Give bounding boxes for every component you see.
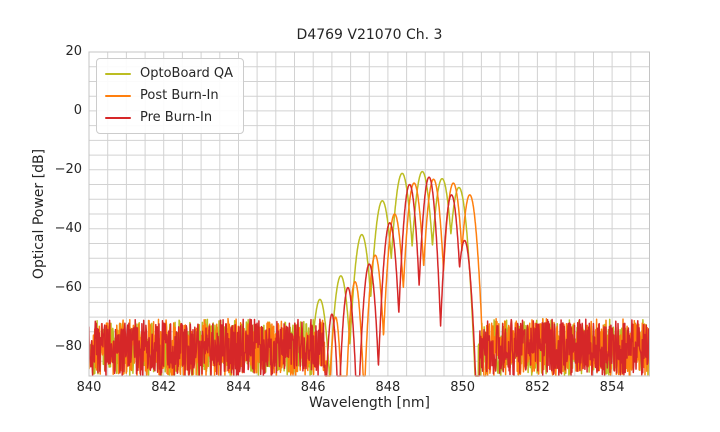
x-tick-label-840: 840 [76,380,102,395]
x-tick-label-854: 854 [599,380,625,395]
legend-label: OptoBoard QA [140,66,233,81]
x-tick-label-844: 844 [226,380,251,395]
y-tick-label--40: −40 [54,220,82,236]
x-tick-label-842: 842 [151,380,177,395]
legend-item: Post Burn-In [105,86,233,105]
legend-line-sample-icon [105,116,131,119]
legend-label: Pre Burn-In [140,110,213,125]
legend-line-sample-icon [105,72,131,75]
legend-item: OptoBoard QA [105,64,233,83]
y-tick-label-20: 20 [65,44,82,59]
y-tick-label--20: −20 [54,161,82,177]
legend-label: Post Burn-In [140,88,219,103]
x-axis-label: Wavelength [nm] [309,395,430,411]
legend-item: Pre Burn-In [105,108,233,127]
x-tick-label-850: 850 [450,380,476,395]
series-line-pre-burn-in [89,176,650,377]
legend: OptoBoard QA Post Burn-In Pre Burn-In [96,58,244,134]
legend-line-sample-icon [105,94,131,97]
y-tick-label--60: −60 [54,279,82,295]
y-tick-label-0: 0 [73,102,82,118]
y-tick-label--80: −80 [54,338,82,354]
x-tick-label-848: 848 [375,380,401,395]
chart-title: D4769 V21070 Ch. 3 [296,27,443,43]
x-tick-label-852: 852 [524,380,550,395]
axes-frame [88,51,650,377]
x-tick-label-846: 846 [300,380,326,395]
series-group [89,170,650,377]
